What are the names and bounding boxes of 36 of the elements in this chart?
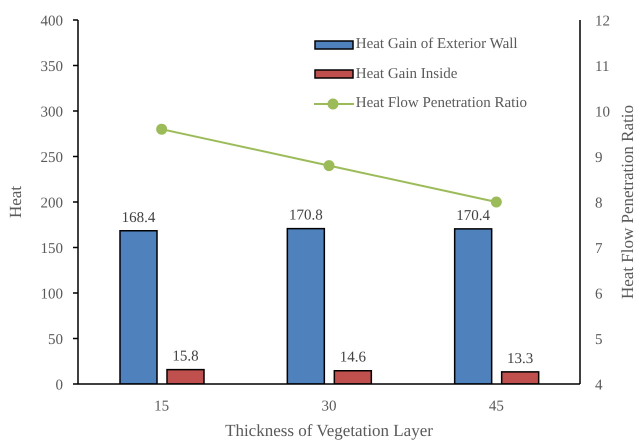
y-tick-label: 250 [40,150,63,166]
data-label: 14.6 [340,350,366,366]
legend-label: Heat Gain of Exterior Wall [356,36,518,52]
y-tick-label: 400 [40,13,63,30]
y-tick-label: 50 [48,332,63,348]
data-label: 170.8 [288,208,323,224]
y2-tick-label: 6 [595,286,603,302]
data-label: 13.3 [507,350,534,367]
y-tick-label: 100 [40,286,63,302]
x-tick-label: 30 [322,398,336,415]
y2-axis-title: Heat Flow Penetration Ratio [618,104,636,300]
legend-label: Heat Flow Penetration Ratio [356,95,527,112]
y2-tick-label: 8 [595,195,602,212]
x-tick-label: 15 [154,398,170,415]
data-label: 168.4 [122,210,156,226]
y2-tick-label: 10 [595,104,610,120]
x-axis-title: Thickness of Vegetation Layer [225,420,434,440]
y2-tick-label: 9 [595,150,602,166]
legend-label: Heat Gain Inside [356,66,458,82]
y2-tick-label: 7 [595,240,603,257]
y2-tick-label: 4 [595,377,603,394]
point [324,160,334,172]
data-label: 15.8 [172,348,199,365]
data-label: 170.4 [456,208,491,224]
point [490,196,502,208]
point [156,124,168,135]
y2-tick-label: 12 [595,13,610,30]
y2-tick-label: 5 [595,332,602,348]
y-tick-label: 0 [56,377,63,394]
y-tick-label: 200 [40,195,63,212]
y-tick-label: 300 [40,104,63,120]
y-axis-title: Heat [6,186,24,218]
y-tick-label: 150 [40,240,63,257]
x-tick-label: 45 [488,398,504,415]
y2-tick-label: 11 [595,58,610,75]
y-tick-label: 350 [40,58,63,75]
